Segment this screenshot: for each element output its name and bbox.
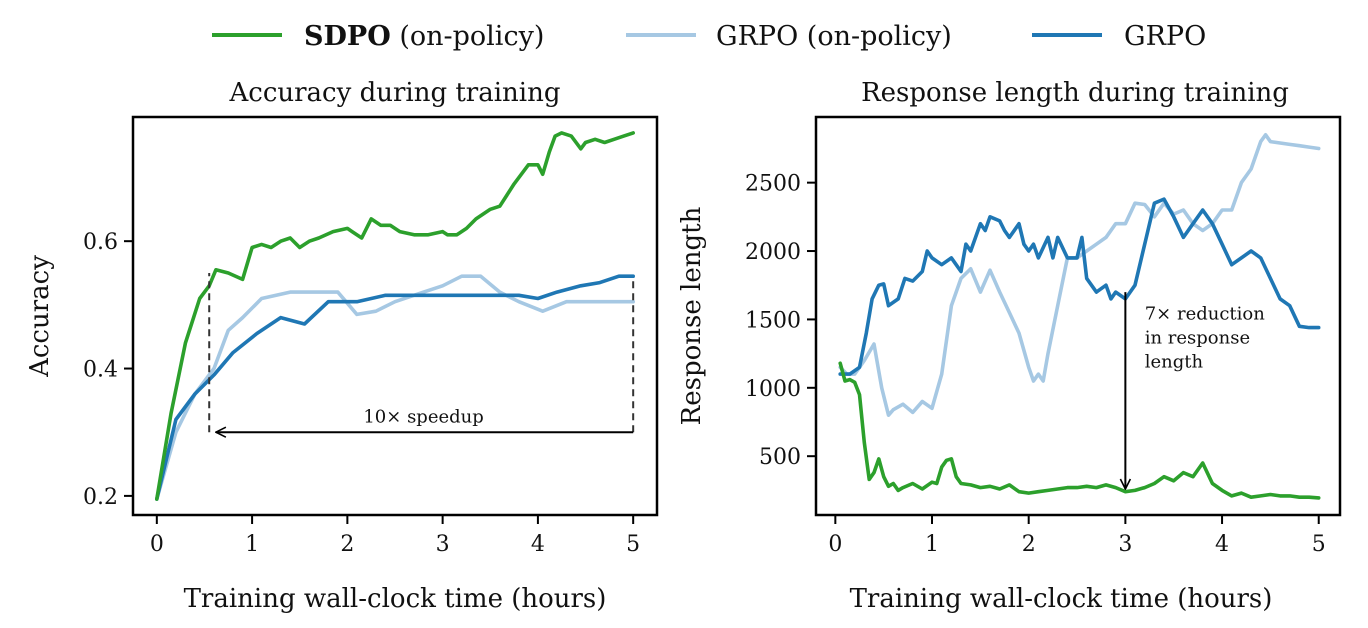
y-tick-label: 0.2 (83, 485, 118, 510)
y-tick-label: 1000 (745, 377, 801, 402)
x-tick-label: 0 (150, 532, 164, 557)
x-tick-label: 4 (531, 532, 545, 557)
x-tick-label: 1 (925, 532, 939, 557)
legend-label-grpo: GRPO (1124, 21, 1206, 52)
series-line-grpo-on-policy (155, 274, 635, 501)
legend-item-grpo-on-policy: GRPO (on-policy) (626, 21, 952, 52)
x-tick-label: 3 (1118, 532, 1132, 557)
y-tick-label: 0.6 (83, 230, 118, 255)
y-axis-label: Accuracy (25, 255, 55, 378)
series-line-sdpo (155, 131, 635, 501)
annotation-text: 10× speedup (363, 407, 483, 428)
y-axis-label: Response length (677, 206, 707, 425)
x-tick-label: 4 (1215, 532, 1229, 557)
annotation-text: 7× reduction in response length (1145, 303, 1266, 372)
y-tick-label: 2500 (745, 172, 801, 197)
legend-label-sdpo-rest: (on-policy) (391, 21, 545, 52)
chart-title: Response length during training (861, 78, 1289, 108)
x-tick-label: 0 (828, 532, 842, 557)
annotation-text-line: in response (1145, 327, 1250, 348)
legend-item-sdpo: SDPO (on-policy) (212, 21, 544, 52)
x-tick-label: 5 (626, 532, 640, 557)
y-tick-label: 2000 (745, 240, 801, 265)
series-line-grpo-on-policy (838, 133, 1321, 417)
annotation-text-line: 10× speedup (363, 407, 483, 428)
legend-item-grpo: GRPO (1032, 21, 1206, 52)
x-tick-label: 2 (340, 532, 354, 557)
legend-label-grpo-on-policy: GRPO (on-policy) (716, 21, 952, 52)
y-tick-label: 500 (759, 445, 801, 470)
series-line-grpo (155, 274, 635, 501)
legend: SDPO (on-policy) GRPO (on-policy) GRPO (212, 21, 1206, 52)
plot-frame (814, 115, 1342, 517)
x-tick-label: 5 (1312, 532, 1326, 557)
accuracy-chart: Accuracy during training Training wall-cl… (25, 78, 659, 614)
chart-title: Accuracy during training (228, 78, 560, 108)
series-line-grpo (838, 197, 1321, 376)
y-tick-label: 1500 (745, 308, 801, 333)
legend-label-sdpo: SDPO (on-policy) (304, 21, 544, 52)
x-axis-label: Training wall-clock time (hours) (850, 584, 1273, 614)
x-tick-label: 3 (436, 532, 450, 557)
response-length-chart: Response length during training Training … (677, 78, 1342, 614)
annotation-text-line: length (1145, 351, 1204, 372)
annotation-text-line: 7× reduction (1145, 303, 1266, 324)
y-tick-label: 0.4 (83, 358, 118, 383)
series-line-sdpo (838, 361, 1321, 500)
x-tick-label: 1 (245, 532, 259, 557)
x-tick-label: 2 (1022, 532, 1036, 557)
legend-label-sdpo-bold: SDPO (304, 21, 391, 52)
x-axis-label: Training wall-clock time (hours) (184, 584, 607, 614)
plot-frame (131, 115, 659, 517)
